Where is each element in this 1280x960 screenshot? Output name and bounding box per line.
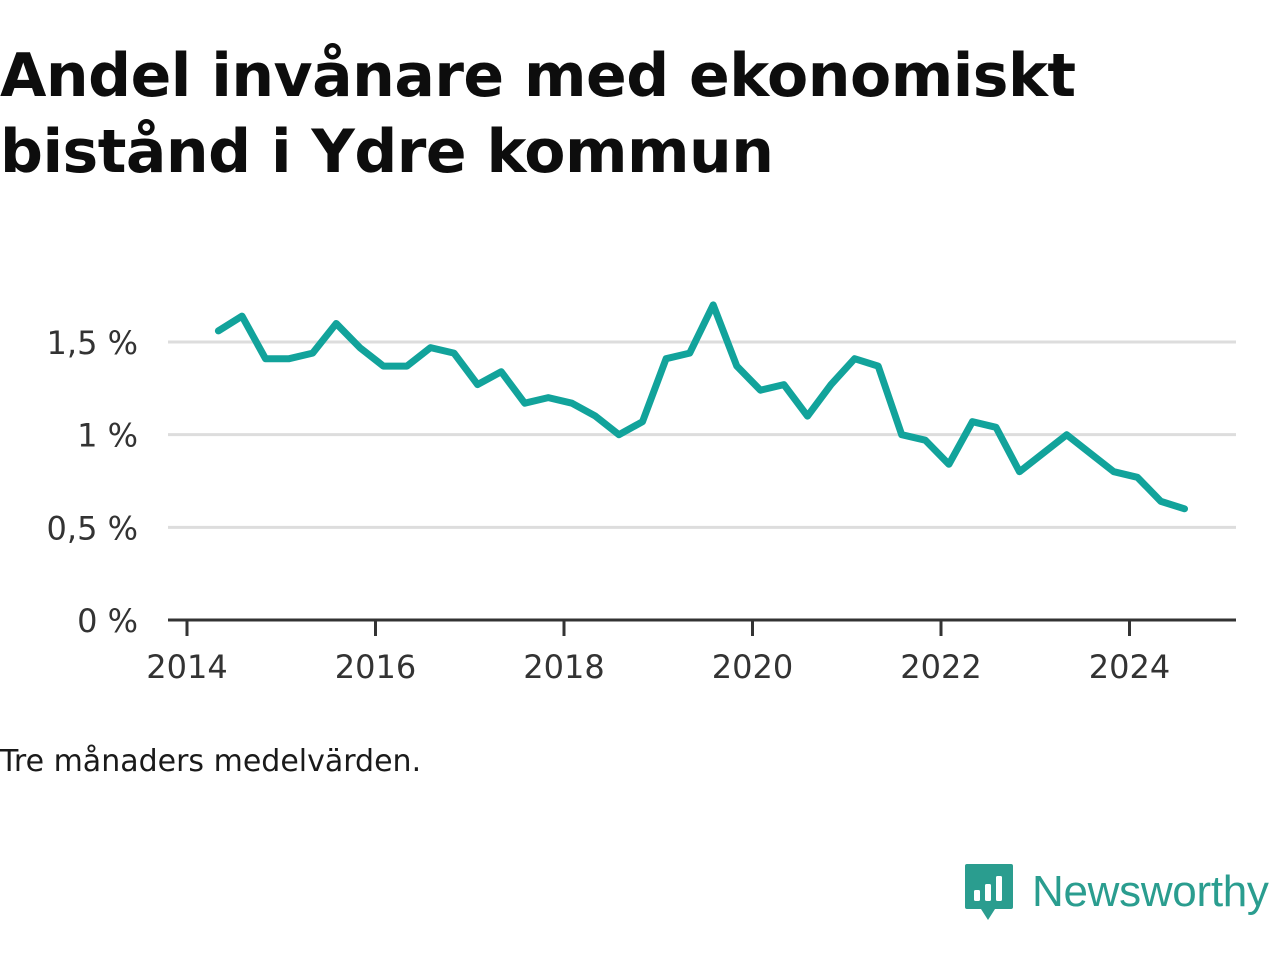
data-points [218,304,1185,509]
x-tick-label: 2014 [146,648,227,686]
chart-title: Andel invånare med ekonomiskt bistånd i … [0,41,1076,187]
brand-logo[interactable]: Newsworthy [964,862,1269,922]
brand-name: Newsworthy [1032,867,1269,916]
x-tick-label: 2016 [335,648,416,686]
x-tick-label: 2022 [900,648,981,686]
y-tick-label: 0 % [77,602,138,640]
x-tick-label: 2024 [1089,648,1170,686]
y-tick-label: 0,5 % [47,509,138,547]
series-line [214,301,1188,513]
line-chart: 0 % 0,5 % 1 % 1,5 % 2014 2016 2018 2020 2022 202… [47,301,1236,686]
x-tick-label: 2018 [523,648,604,686]
x-axis-ticks: 2014 2016 2018 2020 2022 2024 [146,620,1170,686]
y-tick-label: 1,5 % [47,324,138,362]
y-axis-tick-labels: 0 % 0,5 % 1 % 1,5 % [47,324,138,640]
chart-note: Tre månaders medelvärden. [0,744,422,779]
gridlines [168,340,1236,529]
bar-chart-speech-bubble-icon [965,864,1013,920]
x-tick-label: 2020 [712,648,793,686]
y-tick-label: 1 % [77,417,138,455]
